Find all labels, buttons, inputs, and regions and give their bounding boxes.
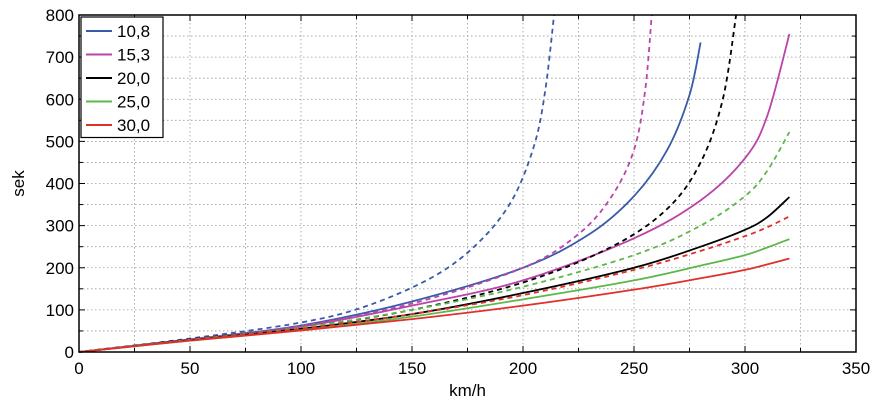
- x-tick-label: 0: [74, 359, 83, 378]
- y-tick-label: 400: [46, 175, 74, 194]
- ticks: [78, 14, 857, 353]
- y-tick-label: 300: [46, 217, 74, 236]
- legend-label: 30,0: [117, 116, 150, 135]
- x-tick-label: 250: [620, 359, 648, 378]
- series-line-dashed-1: [78, 14, 555, 353]
- y-tick-label: 0: [65, 343, 74, 362]
- x-tick-label: 200: [509, 359, 537, 378]
- legend: 10,8 15,3 20,0 25,0 30,0: [80, 16, 164, 139]
- series-line-dashed-9: [78, 215, 790, 353]
- x-tick-label: 350: [842, 359, 870, 378]
- x-tick-label: 50: [181, 359, 200, 378]
- y-axis-title: sek: [9, 170, 28, 197]
- y-tick-label: 200: [46, 259, 74, 278]
- tick-labels: 0 50 100 150 200 250 300 350 0 100 200 300 400 500 600…: [46, 6, 871, 378]
- y-tick-label: 600: [46, 90, 74, 109]
- series-line-dashed-5: [78, 14, 738, 353]
- x-axis-title: km/h: [449, 381, 486, 400]
- legend-label: 25,0: [117, 93, 150, 112]
- y-tick-label: 800: [46, 6, 74, 25]
- y-tick-label: 100: [46, 301, 74, 320]
- x-tick-label: 100: [287, 359, 315, 378]
- legend-label: 10,8: [117, 22, 150, 41]
- x-tick-label: 300: [731, 359, 759, 378]
- y-tick-label: 700: [46, 48, 74, 67]
- grid: [79, 15, 856, 352]
- y-tick-label: 500: [46, 132, 74, 151]
- x-tick-label: 150: [398, 359, 426, 378]
- legend-label: 20,0: [117, 69, 150, 88]
- series-layer: [78, 14, 791, 353]
- legend-label: 15,3: [117, 46, 150, 65]
- series-line-solid-2: [78, 33, 791, 353]
